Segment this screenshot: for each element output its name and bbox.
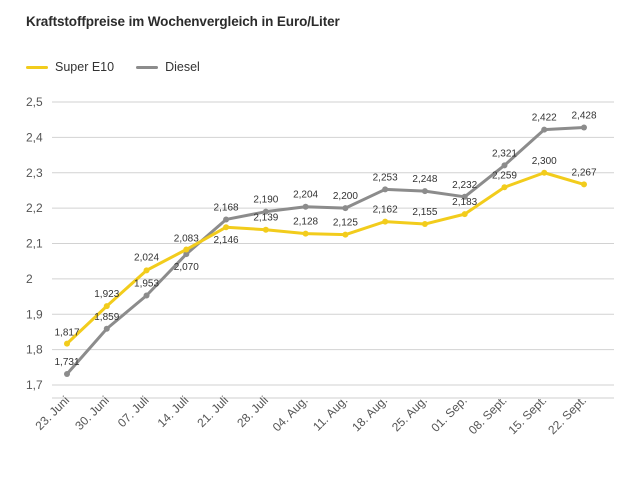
data-label-diesel: 2,204 [293, 190, 318, 201]
data-label-diesel: 2,253 [373, 172, 398, 183]
data-label-super-e10: 2,146 [214, 235, 239, 246]
legend-label-super-e10: Super E10 [55, 60, 115, 74]
data-point-diesel [581, 124, 587, 131]
y-tick-label: 2,5 [26, 95, 43, 109]
data-point-diesel [541, 126, 548, 133]
chart-legend: Super E10 Diesel [26, 59, 222, 75]
data-label-super-e10: 2,267 [571, 167, 596, 178]
data-point-super-e10 [382, 218, 389, 225]
data-label-super-e10: 2,139 [253, 213, 278, 224]
legend-swatch-super-e10 [26, 65, 48, 69]
data-point-diesel [64, 371, 70, 378]
data-label-diesel: 1,859 [94, 312, 119, 323]
data-label-super-e10: 2,155 [412, 207, 437, 218]
data-point-super-e10 [103, 303, 110, 310]
y-tick-label: 1,7 [26, 378, 43, 392]
data-label-diesel: 2,428 [571, 110, 596, 121]
data-label-diesel: 2,070 [174, 262, 199, 273]
data-point-super-e10 [501, 184, 508, 191]
series-line-super-e10 [65, 171, 586, 346]
x-tick-label: 22. Sept. [545, 393, 589, 437]
x-tick-label: 15. Sept. [505, 393, 549, 437]
legend-item-diesel: Diesel [136, 60, 200, 74]
data-label-super-e10: 2,125 [333, 218, 358, 229]
data-point-super-e10 [143, 267, 150, 274]
data-point-super-e10 [461, 211, 468, 218]
legend-swatch-diesel [136, 65, 159, 69]
x-tick-label: 08. Sept. [466, 393, 510, 437]
x-tick-label: 21. Juli [194, 393, 231, 430]
data-point-diesel [382, 186, 389, 193]
data-label-diesel: 2,248 [412, 174, 437, 185]
data-label-super-e10: 2,300 [532, 156, 557, 167]
legend-label-diesel: Diesel [165, 60, 200, 74]
data-label-diesel: 1,731 [54, 357, 79, 368]
data-point-diesel [223, 216, 230, 223]
data-point-diesel [501, 162, 508, 169]
legend-item-super-e10: Super E10 [26, 60, 114, 74]
data-point-super-e10 [581, 181, 587, 188]
series-line-diesel [65, 125, 586, 376]
data-point-super-e10 [223, 224, 230, 231]
x-tick-label: 30. Juni [72, 393, 112, 433]
x-tick-label: 18. Aug. [349, 393, 390, 434]
data-point-diesel [302, 203, 309, 210]
data-point-diesel [143, 292, 150, 299]
data-label-super-e10: 2,259 [492, 170, 517, 181]
data-label-super-e10: 1,923 [94, 289, 119, 300]
x-tick-label: 11. Aug. [310, 393, 350, 433]
x-tick-label: 07. Juli [115, 393, 152, 430]
data-point-super-e10 [64, 340, 70, 347]
chart-title: Kraftstoffpreise im Wochenvergleich in E… [26, 14, 340, 29]
data-point-super-e10 [302, 230, 309, 237]
y-tick-label: 2,3 [26, 166, 43, 180]
data-point-diesel [183, 251, 190, 258]
data-point-diesel [461, 193, 468, 200]
data-point-super-e10 [342, 231, 349, 238]
data-point-super-e10 [262, 226, 269, 233]
data-point-diesel [342, 205, 349, 212]
data-point-diesel [421, 188, 428, 195]
x-tick-label: 14. Juli [155, 393, 192, 430]
y-tick-label: 1,8 [26, 343, 43, 357]
data-point-super-e10 [183, 246, 190, 253]
data-label-diesel: 2,422 [532, 113, 557, 124]
data-point-diesel [262, 208, 269, 215]
data-label-super-e10: 1,817 [54, 328, 79, 339]
data-point-super-e10 [421, 221, 428, 228]
data-label-diesel: 2,200 [333, 191, 358, 202]
x-tick-label: 28. Juli [234, 393, 271, 430]
data-label-diesel: 2,321 [492, 148, 517, 159]
data-label-diesel: 2,232 [452, 180, 477, 191]
y-tick-label: 2,1 [26, 237, 43, 251]
x-tick-label: 23. Juni [33, 393, 73, 433]
data-label-diesel: 1,953 [134, 279, 159, 290]
y-tick-label: 2 [26, 272, 33, 286]
y-tick-label: 1,9 [26, 307, 43, 321]
x-tick-label: 04. Aug. [270, 393, 311, 434]
data-point-super-e10 [541, 169, 548, 176]
y-tick-label: 2,2 [26, 201, 43, 215]
data-label-diesel: 2,190 [253, 195, 278, 206]
data-label-diesel: 2,168 [214, 202, 239, 213]
data-label-super-e10: 2,183 [452, 197, 477, 208]
data-label-super-e10: 2,024 [134, 252, 159, 263]
data-label-super-e10: 2,162 [373, 205, 398, 216]
x-tick-label: 25. Aug. [389, 393, 430, 434]
y-tick-label: 2,4 [26, 130, 43, 144]
x-tick-label: 01. Sep. [428, 393, 470, 435]
data-label-super-e10: 2,083 [174, 234, 199, 245]
data-label-super-e10: 2,128 [293, 217, 318, 228]
data-point-diesel [103, 325, 110, 332]
